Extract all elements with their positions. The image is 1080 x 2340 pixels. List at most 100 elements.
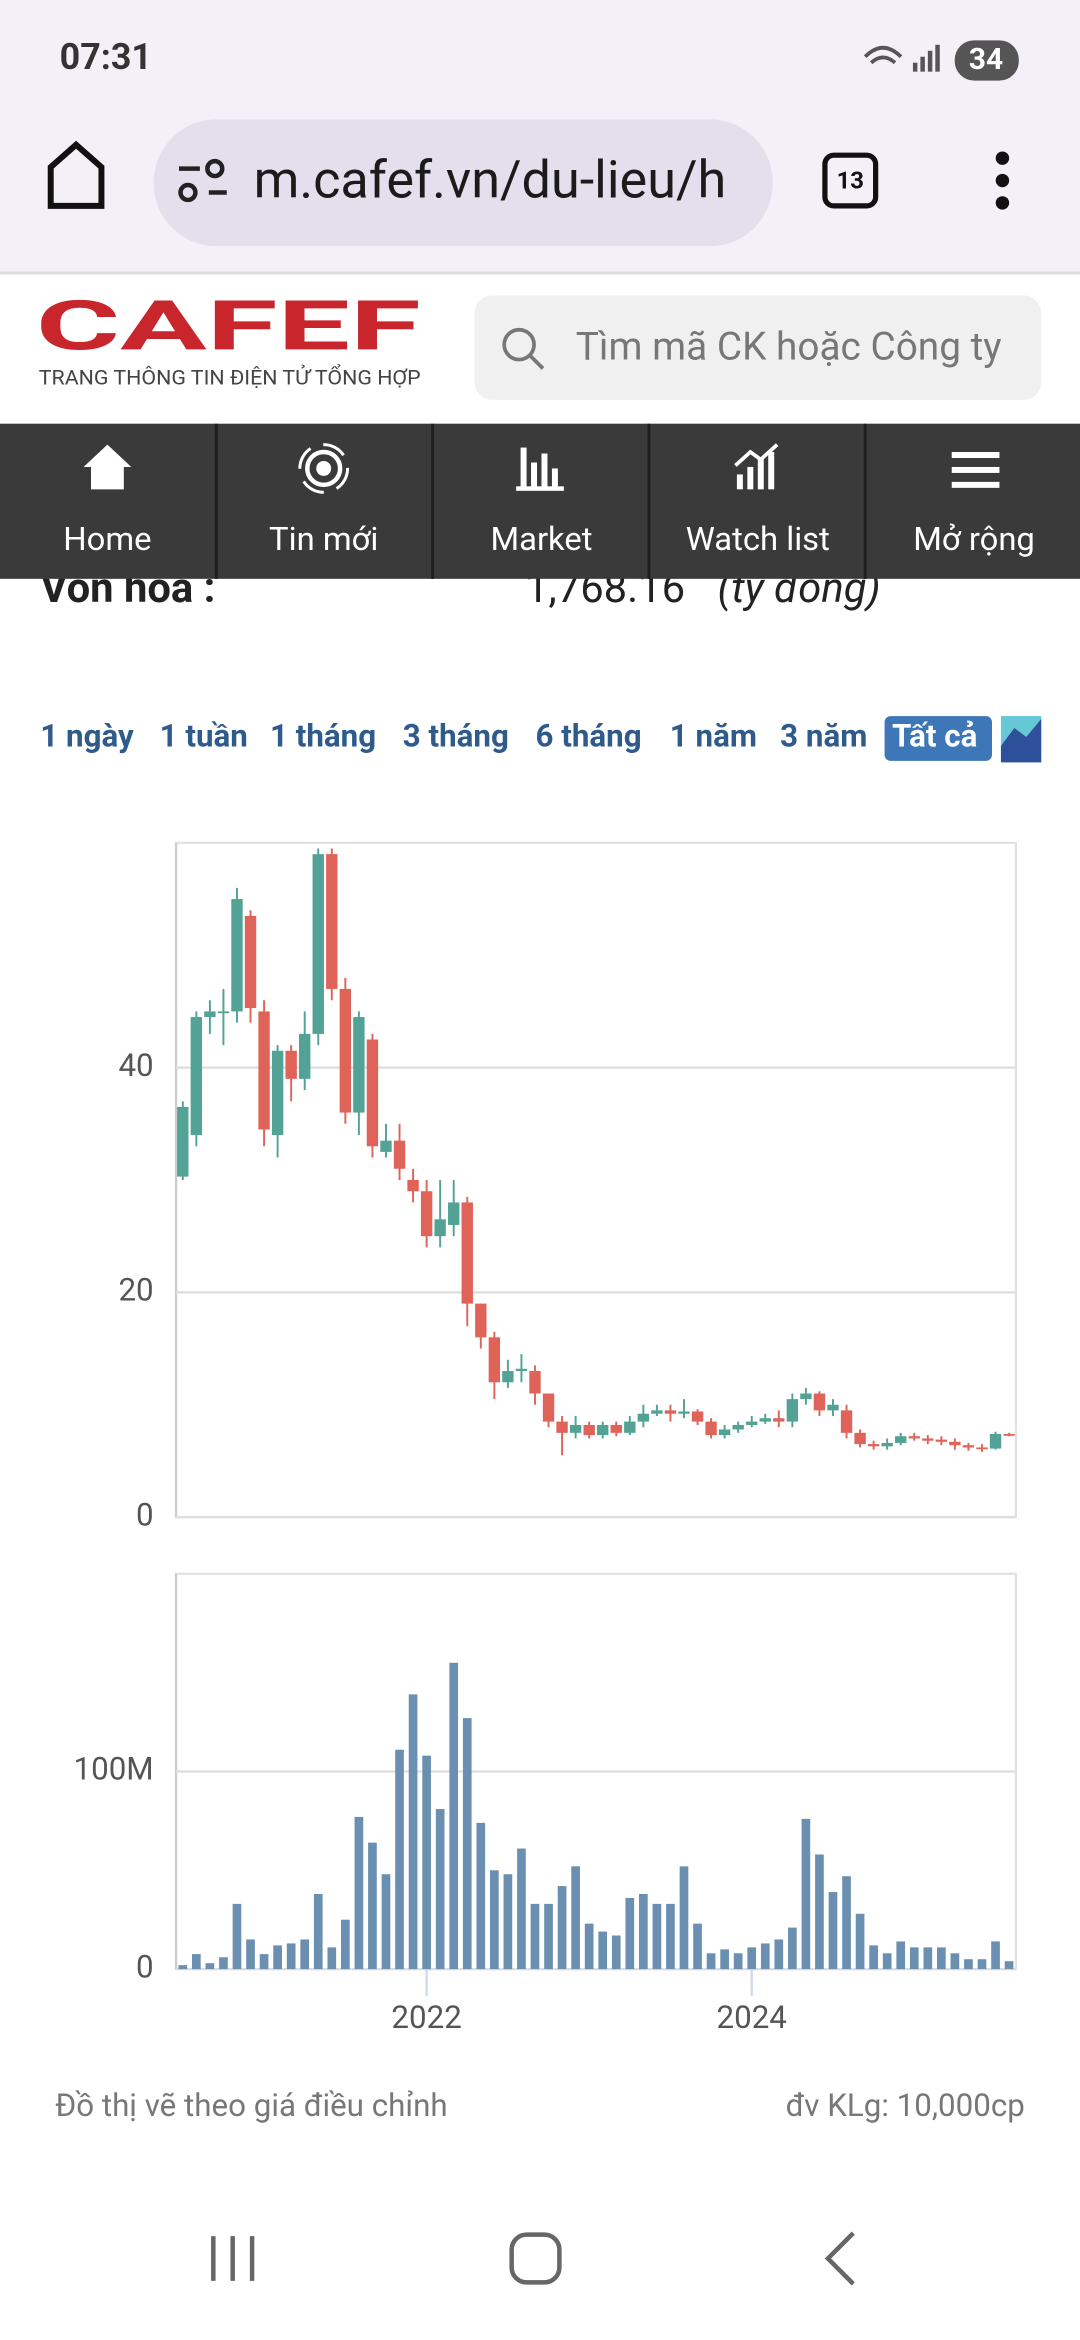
volume-bar — [666, 1903, 675, 1970]
volume-bar — [937, 1947, 946, 1970]
footer-unit: đv KLg: 10,000cp — [786, 2087, 1025, 2124]
volume-bar — [855, 1913, 865, 1970]
candle-body — [854, 1432, 866, 1445]
volume-bar — [341, 1919, 350, 1970]
volume-bar — [192, 1954, 201, 1970]
candle-body — [976, 1447, 988, 1450]
site-settings-icon[interactable] — [178, 158, 227, 203]
candle-body — [840, 1410, 853, 1433]
tab-switcher[interactable] — [822, 152, 879, 209]
volume-bar — [435, 1809, 445, 1970]
system-nav[interactable] — [211, 2231, 855, 2286]
volume-bar — [462, 1718, 472, 1970]
range-button[interactable]: 1 tháng — [270, 718, 376, 755]
candle-body — [746, 1421, 758, 1425]
volume-bar — [733, 1953, 743, 1970]
nav-separators — [214, 423, 867, 579]
candle-body — [691, 1411, 704, 1422]
volume-bar — [652, 1903, 662, 1970]
range-button[interactable]: 1 tuần — [160, 718, 248, 755]
status-icons — [863, 40, 1019, 81]
volume-bar — [544, 1903, 553, 1970]
candle-body — [651, 1410, 663, 1414]
nav-item[interactable]: Home — [63, 521, 151, 559]
volume-bar — [679, 1866, 689, 1970]
volume-bar — [896, 1941, 906, 1970]
y-tick-label: 0 — [136, 1948, 154, 1985]
volume-bar — [815, 1854, 824, 1970]
candle-body — [299, 1033, 311, 1079]
search-icon — [502, 327, 545, 370]
volume-bar — [788, 1927, 797, 1970]
menu-button[interactable] — [995, 151, 1010, 210]
nav-item[interactable]: Mở rộng — [913, 521, 1035, 559]
range-button[interactable]: 6 tháng — [536, 718, 642, 755]
url-bar[interactable] — [153, 119, 773, 247]
volume-bar — [476, 1822, 486, 1970]
chart-type-icon[interactable] — [1000, 716, 1042, 763]
candle-body — [204, 1011, 216, 1018]
nav-item[interactable]: Market — [490, 521, 592, 559]
candle-body — [583, 1424, 595, 1436]
candle-body — [366, 1039, 379, 1147]
volume-bar — [720, 1949, 729, 1970]
volume-bar — [882, 1953, 892, 1970]
volume-bar — [286, 1943, 296, 1970]
candle-body — [949, 1441, 961, 1446]
nav-item[interactable]: Tin mới — [269, 521, 378, 559]
candle-body — [542, 1393, 555, 1422]
volume-bar — [368, 1842, 377, 1970]
candle-body — [515, 1368, 528, 1372]
candle-body — [285, 1050, 297, 1079]
site-logo[interactable]: CAFEF — [36, 285, 421, 366]
volume-bar — [219, 1957, 228, 1970]
range-button[interactable]: 1 ngày — [40, 718, 134, 755]
x-tick-label: 2024 — [717, 1999, 787, 2036]
volume-chart: 0 100M 2022 2024 — [74, 1572, 1017, 2036]
y-tick-label: 40 — [118, 1047, 153, 1084]
status-time: 07:31 — [60, 36, 152, 78]
tab-count[interactable]: 13 — [837, 166, 864, 194]
range-button[interactable]: Tất cả — [892, 718, 977, 755]
volume-bar — [584, 1923, 594, 1970]
volume-bar — [774, 1939, 784, 1970]
volume-bar — [639, 1894, 648, 1970]
nav-bar — [0, 423, 1080, 579]
candle-body — [705, 1421, 717, 1436]
candle-body — [962, 1445, 975, 1448]
volume-bar — [300, 1939, 310, 1970]
nav-labels: Home Tin mới Market Watch list Mở rộng — [63, 521, 1035, 559]
candle-body — [773, 1418, 785, 1422]
candle-body — [502, 1371, 514, 1383]
url-text[interactable]: m.cafef.vn/du-lieu/h — [254, 149, 727, 210]
candle-body — [800, 1393, 812, 1400]
x-tick-label: 2022 — [391, 1999, 461, 2036]
nav-item[interactable]: Watch list — [686, 521, 830, 559]
candle-body — [312, 854, 324, 1034]
volume-bar — [950, 1953, 960, 1970]
range-selected-bg — [884, 716, 992, 761]
volume-bar — [1004, 1961, 1014, 1970]
candle-body — [353, 1017, 365, 1113]
volume-bar — [503, 1874, 513, 1970]
range-button[interactable]: 1 năm — [670, 718, 757, 755]
candle-body — [217, 1011, 230, 1014]
candle-body — [922, 1438, 934, 1441]
candle-body — [393, 1140, 406, 1169]
range-button[interactable]: 3 năm — [780, 718, 867, 755]
search-placeholder[interactable]: Tìm mã CK hoặc Công ty — [576, 324, 1002, 369]
range-button[interactable]: 3 tháng — [403, 718, 509, 755]
home-button[interactable] — [47, 140, 105, 209]
candle-body — [610, 1424, 622, 1433]
volume-bar — [517, 1848, 526, 1970]
volume-bar — [259, 1954, 269, 1970]
candle-body — [718, 1429, 731, 1436]
volume-bar — [490, 1870, 499, 1970]
candle-body — [271, 1050, 284, 1136]
volume-bar — [422, 1755, 431, 1970]
volume-bar — [408, 1694, 418, 1970]
range-selector: 1 ngày 1 tuần 1 tháng 3 tháng 6 tháng 1 năm 3 … — [40, 716, 992, 761]
search-box[interactable] — [474, 295, 1042, 400]
